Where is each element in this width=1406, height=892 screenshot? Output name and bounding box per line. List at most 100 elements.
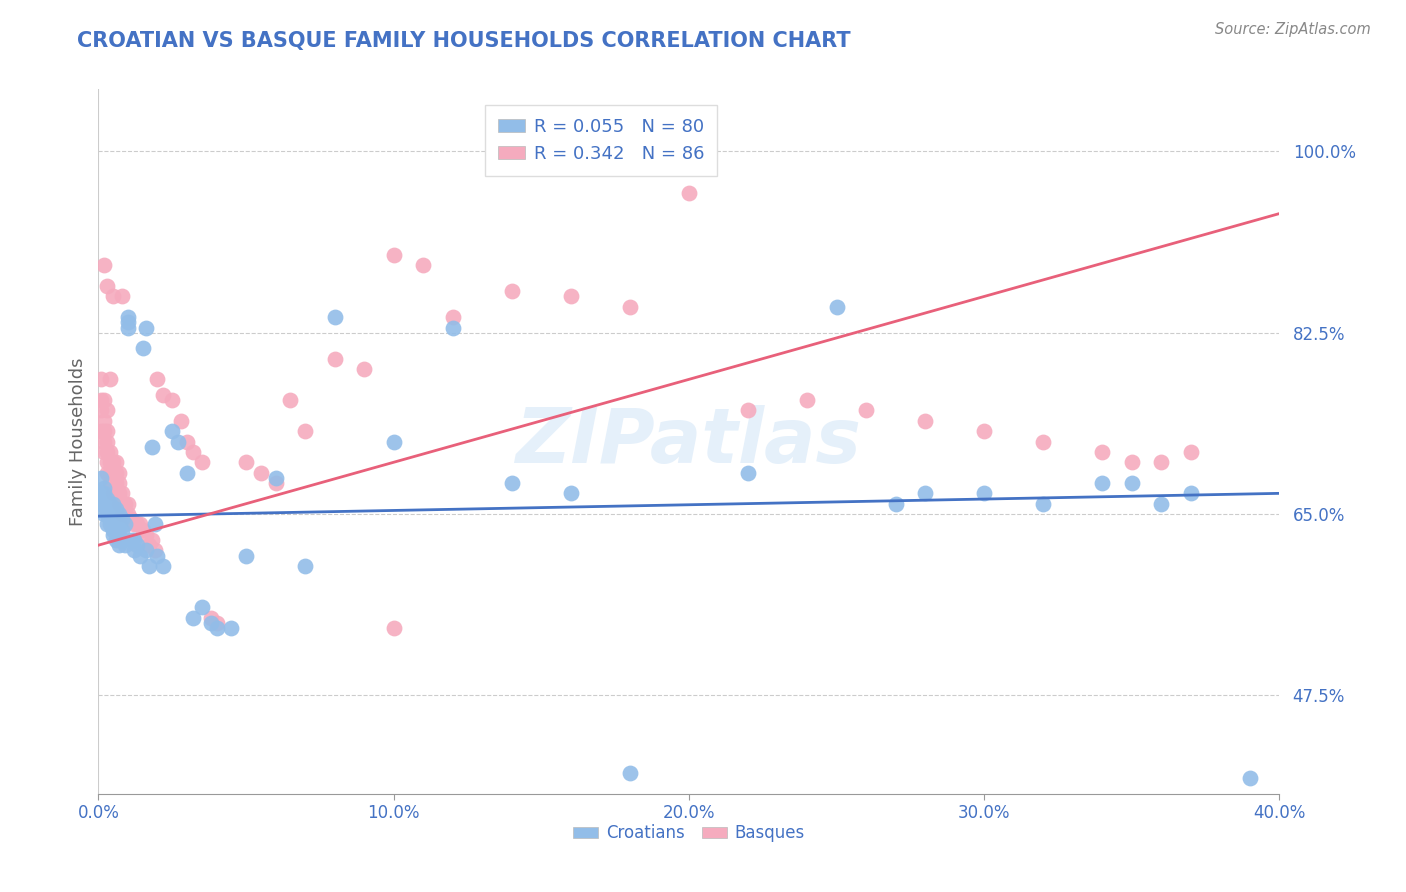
Point	[98, 475, 121, 490]
Point	[117, 497, 139, 511]
Point	[323, 351, 346, 366]
Point	[98, 502, 121, 516]
Point	[205, 621, 228, 635]
Point	[90, 486, 112, 500]
Point	[96, 491, 118, 506]
Point	[412, 259, 434, 273]
Point	[122, 517, 145, 532]
Point	[264, 475, 287, 490]
Point	[117, 507, 139, 521]
Point	[90, 471, 112, 485]
Legend: Croatians, Basques: Croatians, Basques	[567, 818, 811, 849]
Point	[93, 434, 115, 449]
Point	[98, 445, 121, 459]
Point	[108, 466, 131, 480]
Point	[111, 512, 134, 526]
Point	[96, 497, 118, 511]
Point	[122, 533, 145, 547]
Point	[205, 615, 228, 630]
Point	[162, 424, 183, 438]
Point	[678, 186, 700, 200]
Point	[114, 538, 136, 552]
Point	[1180, 445, 1202, 459]
Point	[93, 393, 115, 408]
Point	[105, 523, 128, 537]
Point	[191, 455, 214, 469]
Point	[93, 481, 115, 495]
Point	[382, 434, 405, 449]
Point	[135, 320, 157, 334]
Point	[96, 507, 118, 521]
Point	[111, 497, 134, 511]
Point	[135, 528, 157, 542]
Point	[90, 403, 112, 417]
Point	[264, 471, 287, 485]
Point	[382, 248, 405, 262]
Point	[105, 502, 128, 516]
Point	[103, 517, 125, 532]
Point	[93, 424, 115, 438]
Point	[914, 486, 936, 500]
Point	[108, 528, 131, 542]
Point	[108, 497, 131, 511]
Point	[796, 393, 818, 408]
Point	[93, 497, 115, 511]
Point	[143, 543, 166, 558]
Point	[117, 310, 139, 325]
Point	[114, 517, 136, 532]
Point	[146, 549, 169, 563]
Point	[93, 414, 115, 428]
Point	[235, 549, 257, 563]
Point	[825, 300, 848, 314]
Point	[125, 517, 148, 532]
Point	[98, 466, 121, 480]
Point	[96, 497, 118, 511]
Point	[441, 310, 464, 325]
Text: CROATIAN VS BASQUE FAMILY HOUSEHOLDS CORRELATION CHART: CROATIAN VS BASQUE FAMILY HOUSEHOLDS COR…	[77, 31, 851, 51]
Point	[191, 600, 214, 615]
Point	[128, 549, 150, 563]
Text: ZIPatlas: ZIPatlas	[516, 405, 862, 478]
Point	[98, 372, 121, 386]
Point	[103, 455, 125, 469]
Point	[1121, 475, 1143, 490]
Point	[111, 523, 134, 537]
Point	[235, 455, 257, 469]
Point	[114, 507, 136, 521]
Point	[108, 538, 131, 552]
Point	[170, 414, 193, 428]
Point	[98, 455, 121, 469]
Point	[103, 507, 125, 521]
Point	[176, 434, 198, 449]
Point	[280, 393, 302, 408]
Point	[1032, 497, 1054, 511]
Point	[117, 320, 139, 334]
Point	[167, 434, 190, 449]
Point	[619, 300, 641, 314]
Point	[90, 424, 112, 438]
Point	[103, 486, 125, 500]
Point	[120, 512, 142, 526]
Point	[135, 543, 157, 558]
Point	[93, 486, 115, 500]
Point	[1150, 455, 1173, 469]
Point	[117, 315, 139, 329]
Point	[93, 507, 115, 521]
Point	[737, 466, 759, 480]
Point	[146, 372, 169, 386]
Point	[103, 528, 125, 542]
Point	[93, 445, 115, 459]
Point	[382, 621, 405, 635]
Point	[152, 388, 174, 402]
Point	[152, 558, 174, 573]
Point	[200, 615, 222, 630]
Point	[162, 393, 183, 408]
Point	[96, 445, 118, 459]
Point	[181, 610, 204, 624]
Point	[103, 497, 125, 511]
Point	[98, 497, 121, 511]
Point	[181, 445, 204, 459]
Point	[98, 512, 121, 526]
Point	[1239, 772, 1261, 786]
Point	[111, 507, 134, 521]
